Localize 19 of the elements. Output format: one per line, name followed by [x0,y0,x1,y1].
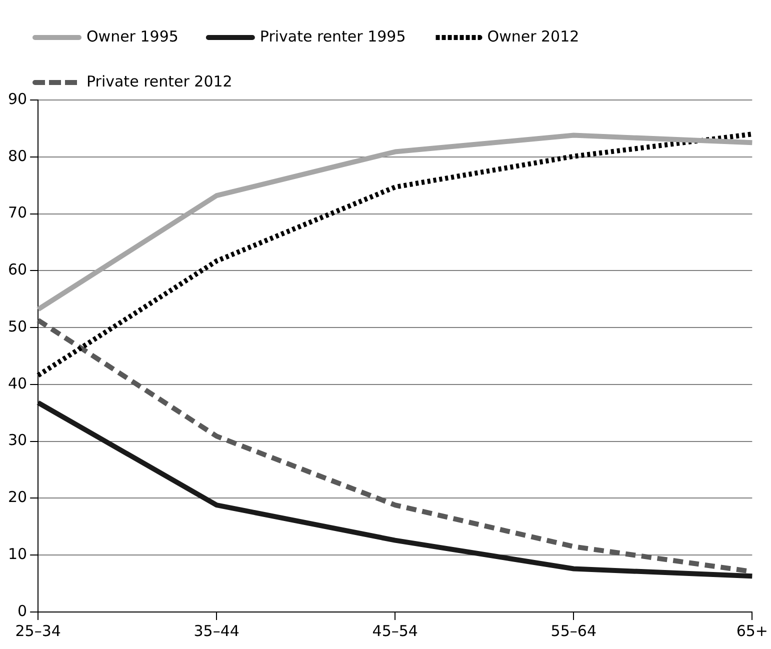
x-tick-label: 55–64 [550,622,596,640]
y-tick-label: 70 [8,204,28,222]
y-tick-label: 0 [18,602,28,620]
x-tick-label: 65+ [736,622,768,640]
y-tick-label: 60 [8,260,28,279]
y-tick-label: 20 [8,488,28,506]
y-tick-label: 90 [8,90,28,108]
legend-label: Owner 2012 [487,27,580,46]
x-tick-label: 45–54 [372,622,418,640]
y-tick-label: 80 [8,146,28,165]
x-tick-label: 35–44 [194,622,240,640]
legend-label: Private renter 1995 [260,27,406,46]
y-tick-label: 40 [8,374,28,392]
x-tick-label: 25–34 [15,622,61,640]
legend-label: Private renter 2012 [86,72,232,90]
legend-label: Owner 1995 [86,27,178,46]
y-tick-label: 10 [8,545,28,563]
y-tick-label: 50 [8,317,28,336]
y-tick-label: 30 [8,431,28,450]
